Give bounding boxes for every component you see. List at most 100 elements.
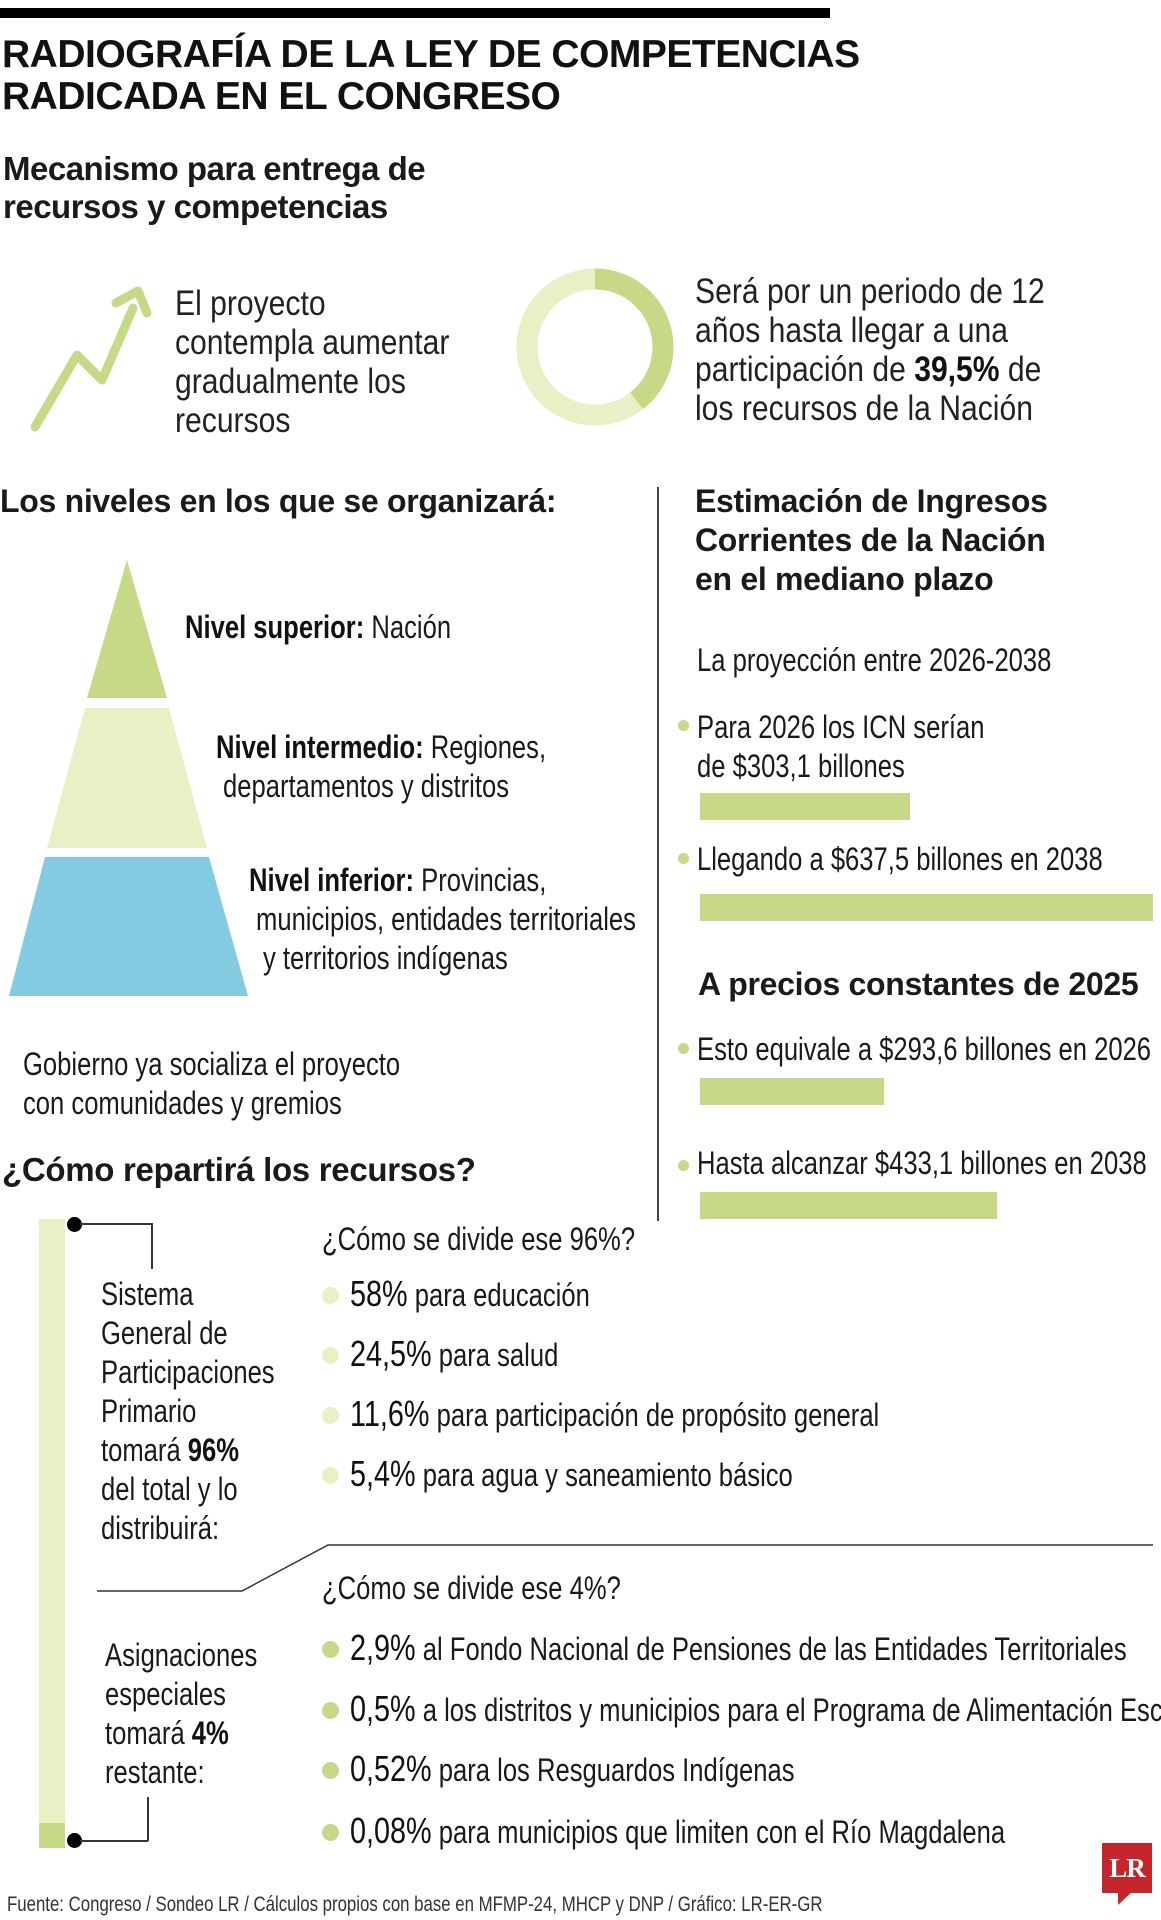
- bullet-icon: [322, 1407, 339, 1424]
- note-line: con comunidades y gremios: [23, 1085, 342, 1121]
- special-item: 2,9% al Fondo Nacional de Pensiones de l…: [350, 1628, 1161, 1669]
- level-desc: municipios, entidades territoriales: [256, 901, 636, 937]
- share-track-4: [39, 1823, 65, 1848]
- title-line-2: RADICADA EN EL CONGRESO: [2, 75, 561, 118]
- text: restante:: [105, 1754, 205, 1790]
- sgp-item: 58% para educación: [350, 1274, 650, 1315]
- text: de $303,1 billones: [697, 748, 905, 784]
- item-text: para salud: [431, 1337, 559, 1373]
- bullet-icon: [322, 1702, 339, 1719]
- sgp-item: 24,5% para salud: [350, 1334, 610, 1375]
- sgp-take: tomará 96%: [101, 1431, 239, 1470]
- item-text: a los distritos y municipios para el Pro…: [415, 1692, 1161, 1728]
- intro-right-line: los recursos de la Nación: [695, 389, 1033, 428]
- bullet-icon: [678, 1160, 689, 1171]
- bar-2038-constant: [700, 1192, 997, 1219]
- item-pct: 5,4%: [350, 1453, 416, 1494]
- estimate-2038-text: Llegando a $637,5 billones en 2038: [697, 840, 1161, 879]
- item-text: para municipios que limiten con el Río M…: [431, 1814, 1006, 1850]
- intro-left-line: El proyecto: [175, 284, 326, 323]
- note-line: Gobierno ya socializa el proyecto: [23, 1046, 401, 1082]
- trend-up-arrow-icon: [30, 286, 152, 432]
- connector-line: [80, 1840, 148, 1842]
- top-rule: [0, 8, 830, 18]
- text: Participaciones: [101, 1354, 275, 1390]
- intro-left-line: gradualmente los: [175, 362, 406, 401]
- projection-label: La proyección entre 2026-2038: [697, 641, 1140, 680]
- source-footer: Fuente: Congreso / Sondeo LR / Cálculos …: [7, 1893, 1026, 1917]
- distribution-heading: ¿Cómo repartirá los recursos?: [2, 1151, 476, 1188]
- constant-prices-heading: A precios constantes de 2025: [698, 966, 1139, 1002]
- text: General de: [101, 1315, 228, 1351]
- intro-right-line: Será por un periodo de 12: [695, 272, 1045, 311]
- bullet-icon: [322, 1824, 339, 1841]
- sgp-description: Sistema General de Participaciones Prima…: [101, 1275, 318, 1548]
- text: Para 2026 los ICN serían: [697, 709, 985, 745]
- sgp-item: 11,6% para participación de propósito ge…: [350, 1394, 1012, 1435]
- item-pct: 0,08%: [350, 1810, 432, 1851]
- item-text: al Fondo Nacional de Pensiones de las En…: [415, 1631, 1127, 1667]
- heading-line: en el mediano plazo: [695, 561, 994, 597]
- level-desc: departamentos y distritos: [223, 768, 509, 804]
- level-desc: Nación: [364, 609, 452, 645]
- connector-line: [151, 1223, 153, 1269]
- lr-logo: LR: [1102, 1843, 1152, 1893]
- item-pct: 0,52%: [350, 1748, 432, 1789]
- text: Sistema: [101, 1276, 194, 1312]
- special-item: 0,08% para municipios que limiten con el…: [350, 1811, 1161, 1852]
- page-subtitle: Mecanismo para entrega de recursos y com…: [3, 150, 426, 226]
- bullet-icon: [322, 1762, 339, 1779]
- text: ¿Cómo se divide ese 96%?: [322, 1221, 636, 1257]
- connector-dot-bottom: [67, 1833, 82, 1848]
- sgp-question: ¿Cómo se divide ese 96%?: [322, 1220, 713, 1259]
- intro-right-line: años hasta llegar a una: [695, 311, 1008, 350]
- estimation-heading: Estimación de Ingresos Corrientes de la …: [695, 482, 1048, 599]
- intro-left-text: El proyecto contempla aumentar gradualme…: [175, 284, 494, 440]
- text: participación de: [695, 350, 915, 389]
- item-pct: 11,6%: [350, 1393, 430, 1434]
- estimate-2026-text: Para 2026 los ICN serían de $303,1 billo…: [697, 708, 1056, 786]
- bullet-icon: [322, 1347, 339, 1364]
- text: distribuirá:: [101, 1510, 220, 1546]
- pyramid-tier-top: [87, 560, 167, 698]
- donut-highlight-segment: [516, 268, 674, 426]
- text: tomará: [105, 1715, 192, 1751]
- text: Primario: [101, 1393, 197, 1429]
- level-name: Nivel inferior:: [249, 862, 415, 898]
- special-item: 0,52% para los Resguardos Indígenas: [350, 1749, 906, 1790]
- level-inferior-label: Nivel inferior: Provincias, municipios, …: [249, 861, 731, 978]
- text: ¿Cómo se divide ese 4%?: [322, 1570, 621, 1606]
- bullet-icon: [678, 1043, 689, 1054]
- bar-2026-constant: [700, 1078, 884, 1105]
- subtitle-line-1: Mecanismo para entrega de: [3, 150, 426, 187]
- intro-right-line: participación de 39,5% de: [695, 350, 1045, 389]
- bullet-icon: [322, 1467, 339, 1484]
- level-superior-label: Nivel superior: Nación: [185, 608, 518, 647]
- text: Fuente: Congreso / Sondeo LR / Cálculos …: [7, 1893, 823, 1916]
- participation-donut-chart: [516, 268, 674, 426]
- text: de: [999, 350, 1042, 389]
- level-desc: Provincias,: [414, 862, 547, 898]
- item-text: para participación de propósito general: [429, 1397, 880, 1433]
- special-description: Asignaciones especiales tomará 4% restan…: [105, 1636, 295, 1792]
- intro-right-text: Será por un periodo de 12 años hasta lle…: [695, 272, 1102, 428]
- text: Esto equivale a $293,6 billones en 2026: [697, 1031, 1152, 1067]
- heading-line: Corrientes de la Nación: [695, 522, 1046, 558]
- special-take: tomará 4%: [105, 1714, 229, 1753]
- item-pct: 24,5%: [350, 1333, 432, 1374]
- special-pct: 4%: [191, 1715, 229, 1751]
- subtitle-line-2: recursos y competencias: [3, 188, 388, 225]
- pyramid-tier-bottom: [9, 857, 248, 996]
- heading-line: Estimación de Ingresos: [695, 483, 1048, 519]
- item-pct: 2,9%: [350, 1627, 416, 1668]
- item-text: para agua y saneamiento básico: [415, 1457, 793, 1493]
- levels-heading: Los niveles en los que se organizará:: [0, 483, 557, 519]
- item-text: para los Resguardos Indígenas: [431, 1752, 795, 1788]
- text: especiales: [105, 1676, 226, 1712]
- level-name: Nivel superior:: [185, 609, 365, 645]
- participation-pct: 39,5%: [914, 350, 1000, 389]
- level-desc: Regiones,: [423, 729, 547, 765]
- intro-left-line: contempla aumentar: [175, 323, 450, 362]
- socialization-note: Gobierno ya socializa el proyecto con co…: [23, 1045, 494, 1123]
- bullet-icon: [322, 1641, 339, 1658]
